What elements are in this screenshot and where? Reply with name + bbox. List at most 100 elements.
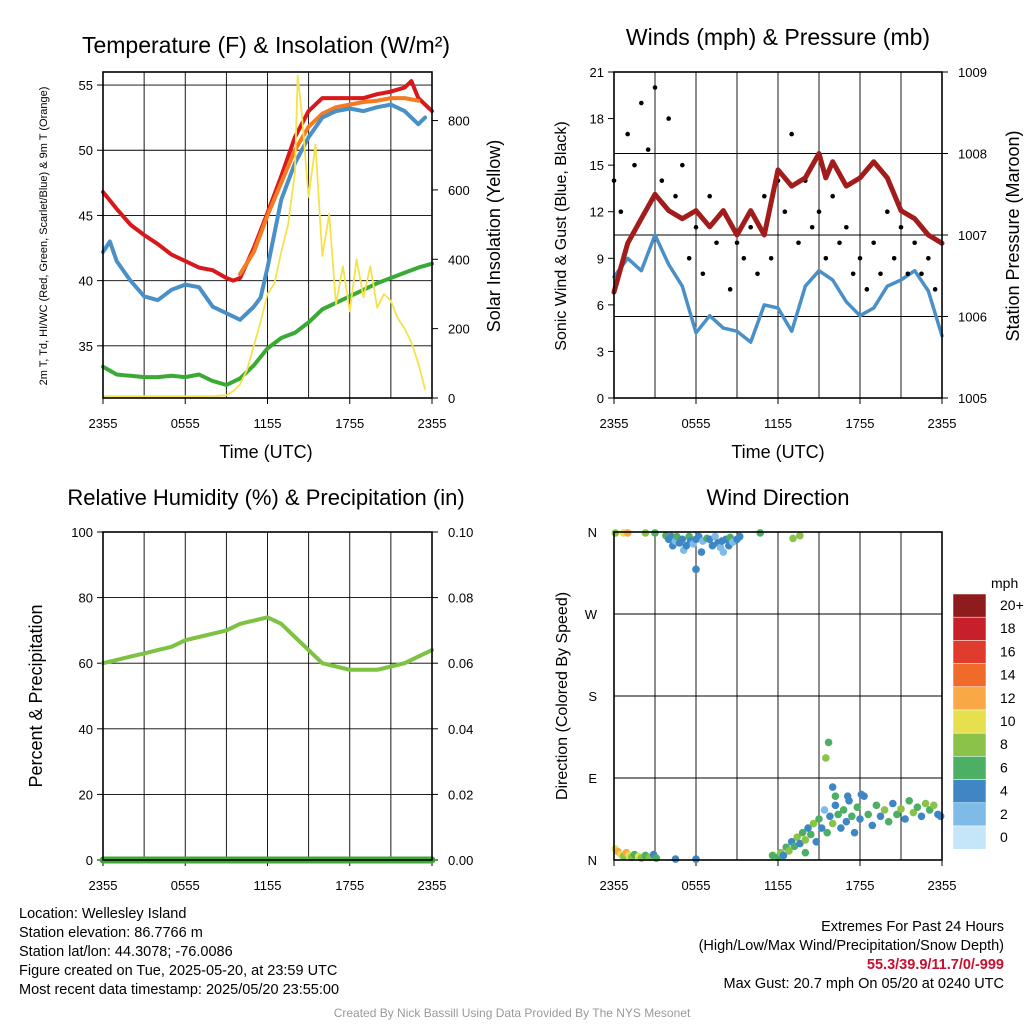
x-tick-label: 1755 <box>846 416 875 431</box>
direction-point <box>779 851 788 860</box>
direction-point <box>768 851 777 860</box>
gust-point <box>891 255 897 261</box>
x-tick-label: 2355 <box>418 416 447 431</box>
y-tick-label-right: 0.08 <box>448 591 473 606</box>
direction-point <box>905 796 913 805</box>
colorbar-swatch <box>952 802 987 827</box>
gust-point <box>618 209 624 215</box>
direction-point <box>826 812 834 821</box>
y-tick-label: 6 <box>597 298 604 313</box>
x-tick-label: 2355 <box>89 878 118 893</box>
colorbar-swatch <box>952 616 987 641</box>
x-tick-label: 2355 <box>928 416 957 431</box>
y-tick-label-right: 0.04 <box>448 722 473 737</box>
x-tick-label: 2355 <box>418 878 447 893</box>
wind-title: Winds (mph) & Pressure (mb) <box>626 24 930 50</box>
y-tick-label-right: 800 <box>448 114 470 129</box>
temp-ylabel-right: Solar Insolation (Yellow) <box>484 140 504 332</box>
temperature-panel: Temperature (F) & Insolation (W/m²) 2m T… <box>38 32 504 462</box>
direction-point <box>921 799 930 808</box>
colorbar-label: 12 <box>1000 690 1016 706</box>
direction-point <box>801 836 810 844</box>
direction-point <box>611 529 620 537</box>
colorbar-label: 14 <box>1000 667 1016 683</box>
gust-point <box>898 224 904 230</box>
colorbar-swatch <box>952 756 987 780</box>
gust-point <box>632 162 637 168</box>
y-tick-label-right: 1005 <box>958 391 987 406</box>
direction-point <box>893 810 901 819</box>
direction-point <box>913 803 922 811</box>
gust-point <box>919 271 924 277</box>
direction-point <box>930 801 938 810</box>
y-tick-label: 12 <box>590 205 604 220</box>
direction-point <box>719 548 728 556</box>
direction-point <box>897 805 905 813</box>
direction-point <box>868 821 877 830</box>
x-tick-label: 0555 <box>171 416 200 431</box>
gust-point <box>659 178 665 183</box>
direction-point <box>884 817 893 826</box>
x-tick-label: 2355 <box>89 416 118 431</box>
gust-point <box>639 100 644 106</box>
gust-point <box>748 224 753 230</box>
y-tick-label: 21 <box>590 65 604 80</box>
gust-point <box>878 271 883 277</box>
gust-point <box>686 255 692 261</box>
gust-point <box>932 287 938 292</box>
series-line <box>101 261 434 387</box>
colorbar-swatch <box>952 709 987 734</box>
direction-point <box>822 754 830 762</box>
colorbar-swatch <box>952 779 987 804</box>
gust-point <box>768 255 774 261</box>
gust-point <box>762 193 767 199</box>
colorbar-swatch <box>952 663 987 688</box>
colorbar-swatch <box>952 732 987 757</box>
direction-point <box>692 565 700 574</box>
direction-point <box>880 806 889 814</box>
direction-point <box>850 828 859 837</box>
y-tick-label: 80 <box>79 591 93 606</box>
direction-point <box>692 855 700 863</box>
gust-point <box>680 162 685 168</box>
series-line <box>611 151 945 295</box>
y-tick-label-right: 1008 <box>958 147 987 162</box>
extremes-description: (High/Low/Max Wind/Precipitation/Snow De… <box>698 938 1004 954</box>
recent-timestamp: Most recent data timestamp: 2025/05/20 2… <box>19 982 340 998</box>
direction-point <box>857 790 866 799</box>
gust-point <box>755 271 760 277</box>
direction-point <box>909 808 918 817</box>
colorbar-label: 8 <box>1000 736 1008 752</box>
x-tick-label: 1155 <box>254 416 282 431</box>
gust-point <box>905 271 911 277</box>
direction-point <box>651 529 659 537</box>
gust-point <box>796 240 801 246</box>
direction-point <box>889 799 897 808</box>
x-tick-label: 0555 <box>682 416 711 431</box>
gust-point <box>645 147 651 152</box>
y-tick-label: 100 <box>71 525 93 540</box>
y-tick-label-right: 1006 <box>958 310 987 325</box>
direction-point <box>652 854 661 862</box>
direction-point <box>917 812 926 821</box>
dir-title: Wind Direction <box>706 485 849 510</box>
x-tick-label: 1755 <box>335 878 364 893</box>
direction-point <box>735 532 744 541</box>
x-tick-label: 1155 <box>764 416 792 431</box>
station-location: Location: Wellesley Island <box>19 906 187 922</box>
colorbar-label: 10 <box>1000 713 1016 729</box>
direction-point <box>820 806 829 814</box>
y-tick-label: 9 <box>597 251 604 266</box>
y-tick-label-right: 0.02 <box>448 787 473 802</box>
direction-point <box>671 855 680 863</box>
direction-panel: Wind Direction Direction (Colored By Spe… <box>554 485 1024 893</box>
colorbar-label: 18 <box>1000 620 1016 636</box>
direction-point <box>837 824 845 832</box>
y-tick-label: S <box>588 689 597 704</box>
y-tick-label: 55 <box>79 78 93 93</box>
colorbar-label: 6 <box>1000 759 1008 775</box>
gust-point <box>864 287 870 292</box>
temp-title: Temperature (F) & Insolation (W/m²) <box>82 32 450 58</box>
gust-point <box>714 240 719 246</box>
